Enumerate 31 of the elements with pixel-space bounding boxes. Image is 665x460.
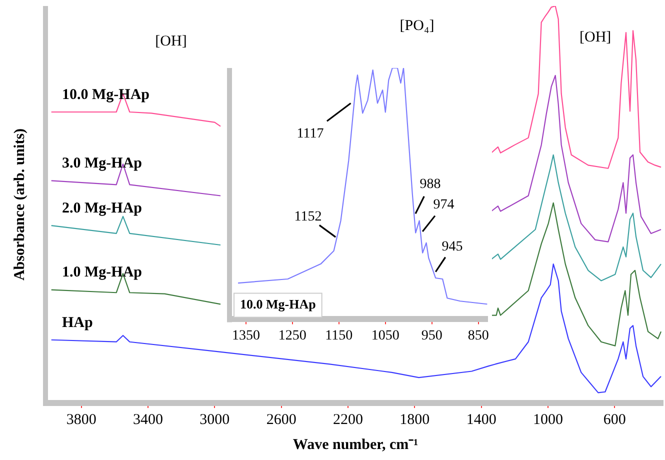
x-tick-label: 1000 xyxy=(533,412,563,428)
x-tick-label: 1350 xyxy=(232,328,260,344)
x-tick-label: 1050 xyxy=(371,328,400,344)
annotation: 1117 xyxy=(296,126,324,142)
x-tick-label: 2200 xyxy=(333,412,363,428)
x-tick-label: 1150 xyxy=(325,328,353,344)
x-tick-label: 1400 xyxy=(466,412,496,428)
annotation: 974 xyxy=(433,197,454,212)
x-tick-label: 1800 xyxy=(400,412,430,428)
series-label: 10.0 Mg-HAp xyxy=(240,296,316,312)
x-tick-label: 1250 xyxy=(278,328,306,344)
y-axis-title: Absorbance (arb. units) xyxy=(12,128,28,281)
annotation: [OH] xyxy=(580,30,612,46)
annotation: 945 xyxy=(442,240,463,255)
x-tick-label: 3000 xyxy=(200,412,230,428)
series-label: 3.0 Mg-HAp xyxy=(62,156,142,172)
x-tick-label: 3400 xyxy=(133,412,163,428)
x-axis-title: Wave number, cm⁻¹ xyxy=(292,436,418,453)
x-tick-label: 850 xyxy=(468,328,489,344)
x-tick-label: 2600 xyxy=(266,412,296,428)
x-tick-label: 950 xyxy=(421,328,442,344)
series-label: 2.0 Mg-HAp xyxy=(62,200,142,216)
series-label: 1.0 Mg-HAp xyxy=(62,264,142,281)
series-label: 10.0 Mg-HAp xyxy=(62,86,150,103)
annotation: [OH] xyxy=(155,34,187,50)
series-label: HAp xyxy=(62,314,93,331)
annotation: [PO₄] xyxy=(400,18,434,34)
annotation: 1152 xyxy=(294,209,322,224)
x-tick-label: 600 xyxy=(603,412,626,428)
x-tick-label: 3800 xyxy=(66,412,96,428)
annotation: 988 xyxy=(420,176,441,192)
